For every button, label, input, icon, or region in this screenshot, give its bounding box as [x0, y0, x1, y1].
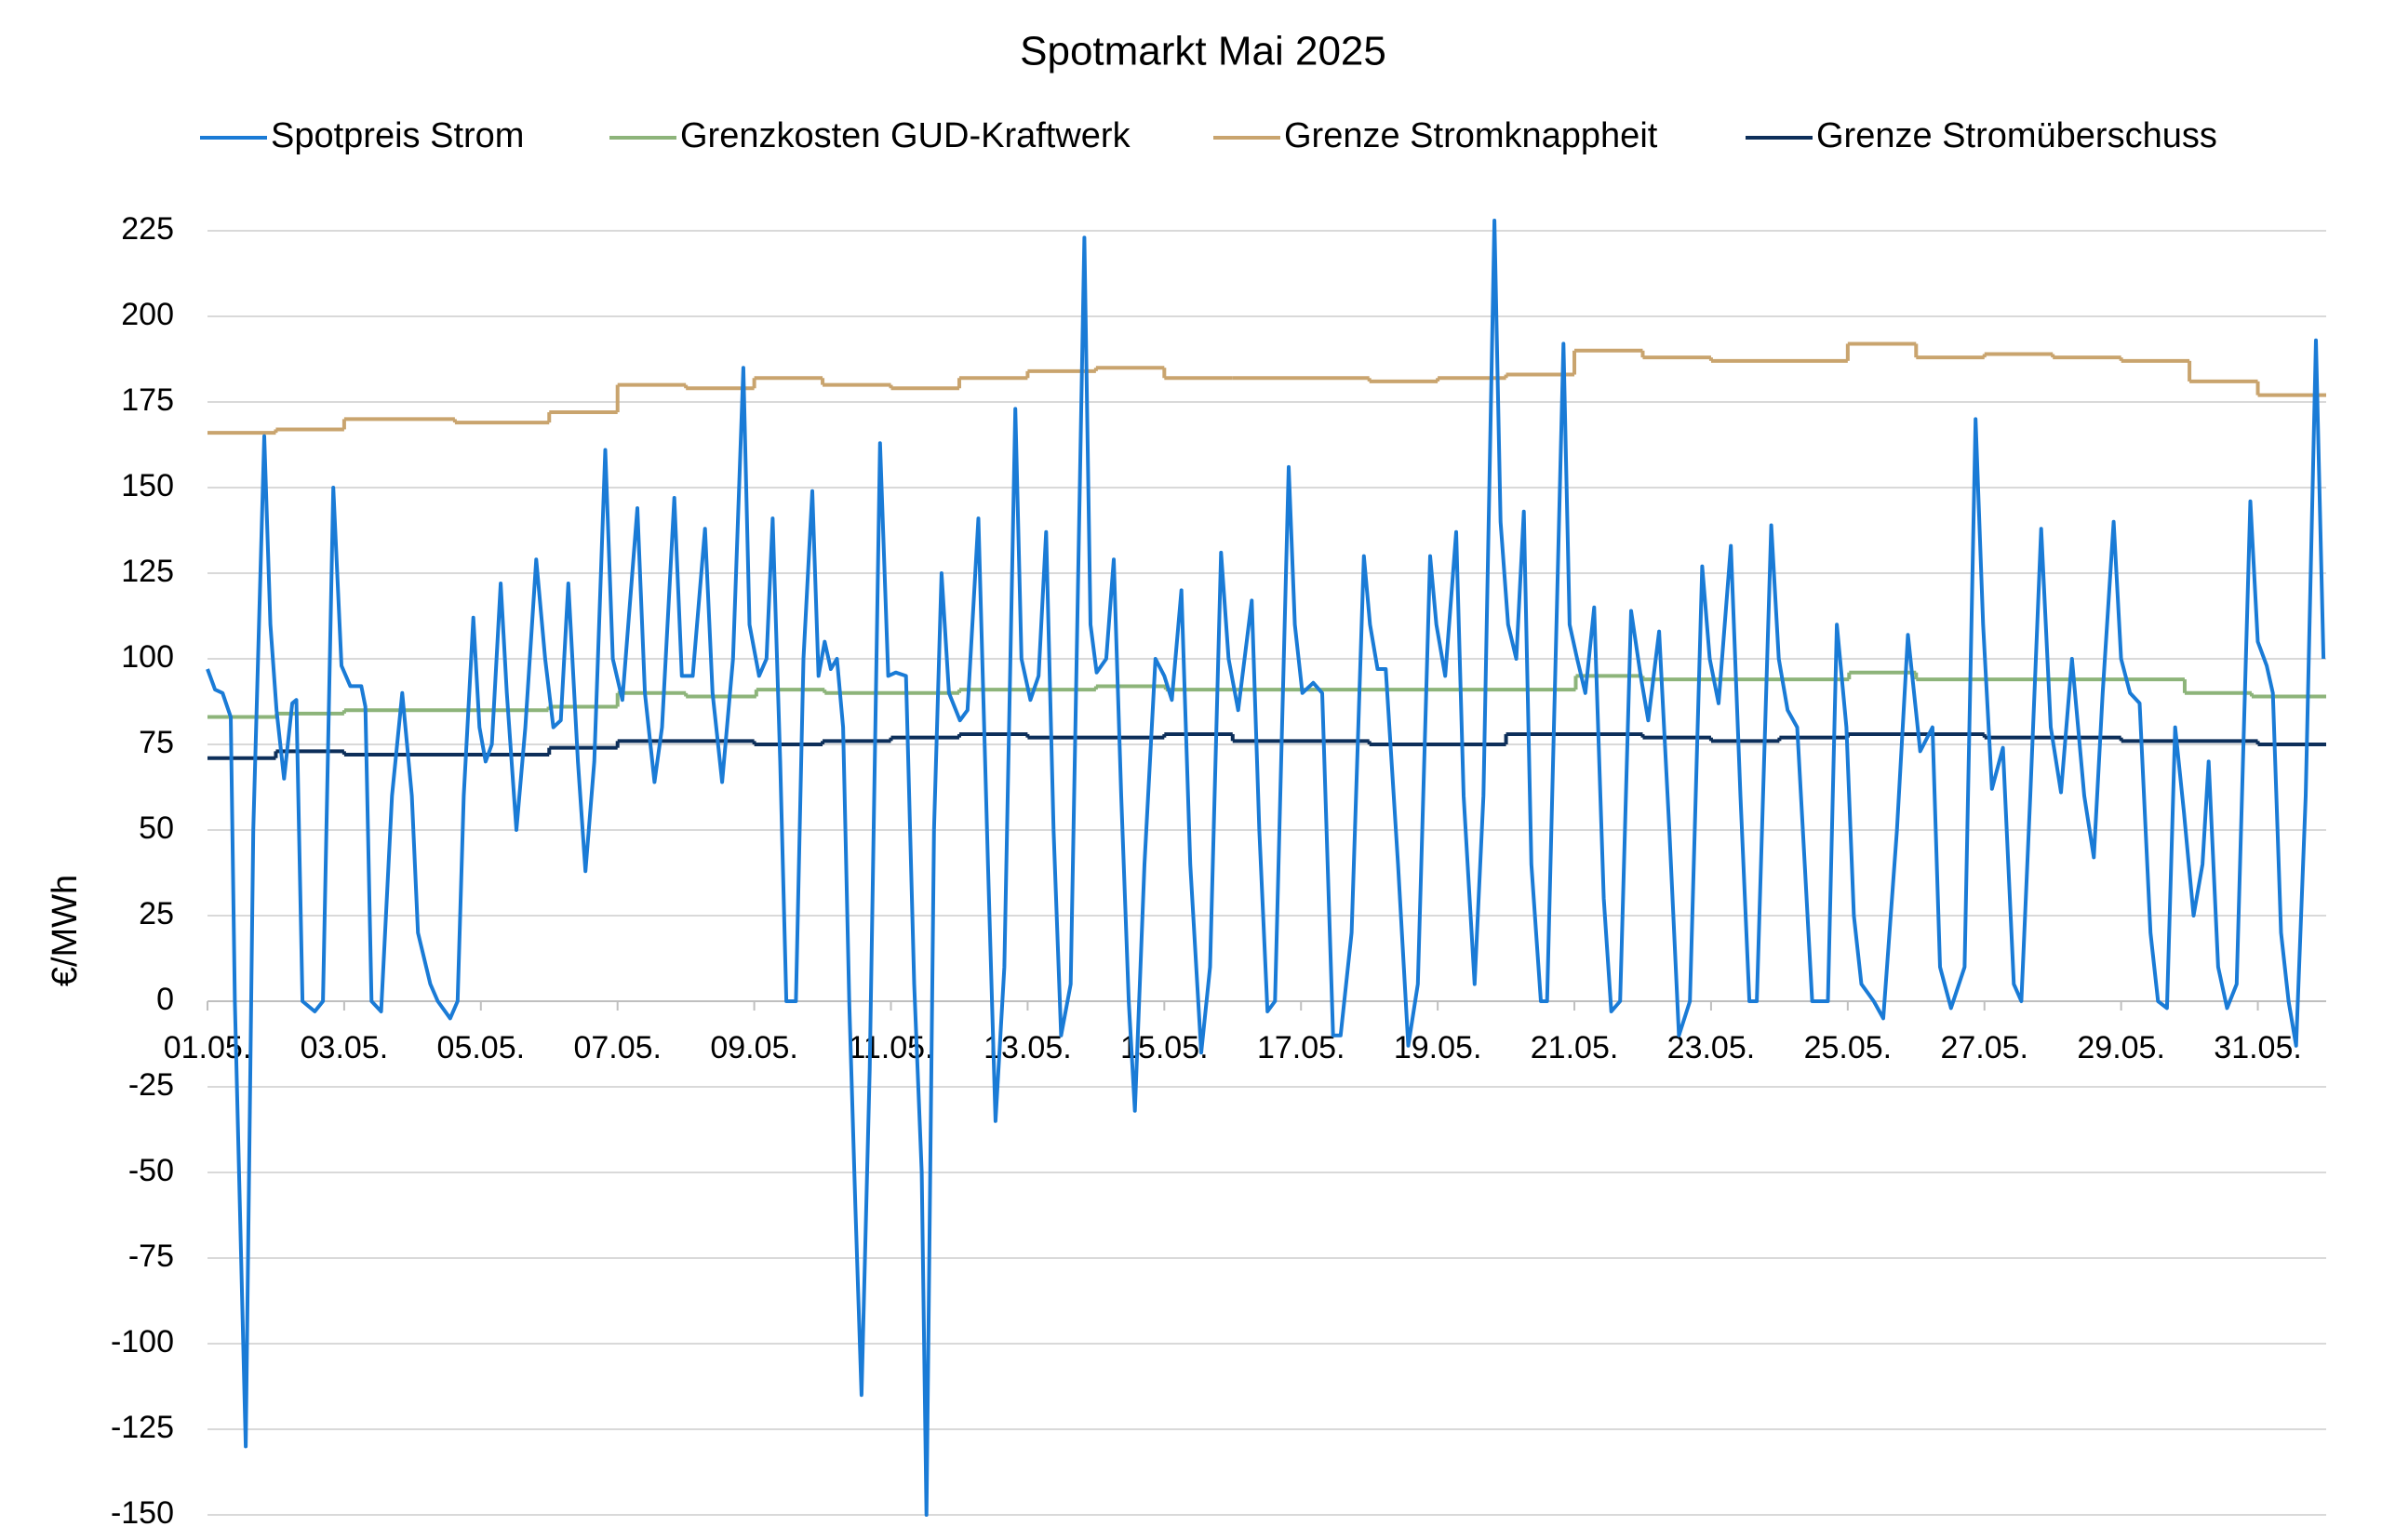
y-tick-label: 225 [121, 211, 174, 247]
y-tick-label: -150 [111, 1495, 174, 1531]
y-tick-label: 200 [121, 297, 174, 332]
legend-label: Spotpreis Strom [271, 116, 524, 155]
x-tick-label: 17.05. [1257, 1030, 1345, 1065]
legend-label: Grenze Stromknappheit [1284, 116, 1658, 155]
y-tick-label: 0 [156, 982, 174, 1017]
y-tick-label: -50 [128, 1153, 174, 1188]
y-tick-label: 150 [121, 468, 174, 503]
y-tick-label: 125 [121, 554, 174, 589]
x-tick-label: 05.05. [437, 1030, 526, 1065]
x-tick-label: 13.05. [984, 1030, 1072, 1065]
y-axis-label: €/MWh [46, 875, 85, 986]
y-tick-label: -100 [111, 1324, 174, 1359]
x-tick-label: 21.05. [1531, 1030, 1619, 1065]
x-tick-label: 25.05. [1804, 1030, 1893, 1065]
legend-label: Grenze Stromüberschuss [1816, 116, 2217, 155]
y-tick-label: -25 [128, 1067, 174, 1103]
chart-title: Spotmarkt Mai 2025 [1020, 29, 1386, 74]
x-tick-label: 03.05. [301, 1030, 389, 1065]
x-tick-label: 29.05. [2077, 1030, 2165, 1065]
y-tick-label: 100 [121, 639, 174, 675]
y-tick-label: 25 [139, 896, 174, 931]
y-tick-label: -125 [111, 1410, 174, 1445]
legend-label: Grenzkosten GUD-Kraftwerk [680, 116, 1131, 155]
x-tick-label: 11.05. [849, 1030, 934, 1065]
y-tick-label: 50 [139, 810, 174, 846]
x-tick-label: 07.05. [573, 1030, 662, 1065]
x-tick-label: 01.05. [164, 1030, 252, 1065]
y-tick-label: 175 [121, 382, 174, 418]
y-tick-label: -75 [128, 1239, 174, 1274]
x-tick-label: 15.05. [1120, 1030, 1209, 1065]
x-tick-label: 09.05. [710, 1030, 798, 1065]
x-tick-label: 27.05. [1940, 1030, 2028, 1065]
x-tick-label: 23.05. [1667, 1030, 1756, 1065]
x-tick-label: 31.05. [2214, 1030, 2302, 1065]
y-tick-label: 75 [139, 725, 174, 760]
line [206, 219, 2326, 1517]
